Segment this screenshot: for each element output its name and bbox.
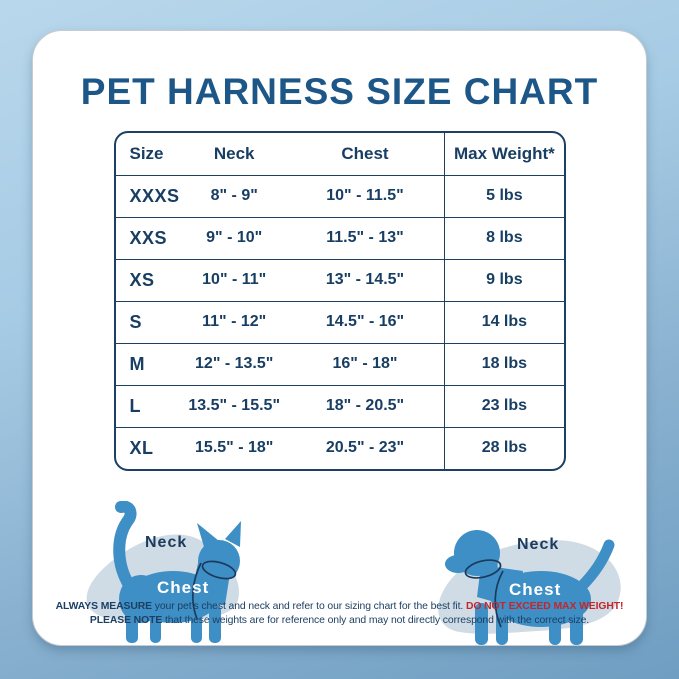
cat-silhouette: [113, 501, 241, 643]
max-weight-cell: 8 lbs: [444, 216, 564, 259]
table-row: M 12" - 13.5" 16" - 18" 18 lbs: [115, 342, 564, 385]
neck-cell: 11" - 12": [182, 300, 286, 343]
neck-cell: 9" - 10": [182, 216, 286, 259]
table-row: XL 15.5" - 18" 20.5" - 23" 28 lbs: [115, 426, 564, 469]
chest-cell: 13" - 14.5": [285, 258, 445, 301]
chest-cell: 18" - 20.5": [285, 384, 445, 427]
neck-cell: 15.5" - 18": [182, 426, 286, 469]
size-table-frame: Size Neck Chest Max Weight* XXXS 8" - 9"…: [113, 131, 566, 471]
max-weight-cell: 5 lbs: [444, 174, 564, 217]
table-row: XXXS 8" - 9" 10" - 11.5" 5 lbs: [115, 174, 564, 217]
cat-chest-label: Chest: [157, 578, 209, 597]
measurement-illustrations: Neck Chest Neck Chest: [33, 499, 646, 649]
cat-harness-lines: [191, 560, 237, 620]
max-weight-cell: 23 lbs: [444, 384, 564, 427]
chest-cell: 14.5" - 16": [285, 300, 445, 343]
neck-cell: 10" - 11": [182, 258, 286, 301]
neck-cell: 13.5" - 15.5": [182, 384, 286, 427]
footer-note: ALWAYS MEASURE your pet’s chest and neck…: [51, 600, 628, 629]
dog-measurement-illustration: Neck Chest: [438, 530, 621, 645]
footer-line-1: ALWAYS MEASURE your pet’s chest and neck…: [55, 600, 624, 612]
max-weight-cell: 18 lbs: [444, 342, 564, 385]
size-cell: L: [115, 384, 183, 427]
dog-neck-label: Neck: [517, 536, 559, 553]
size-cell: XXS: [115, 216, 183, 259]
cat-neck-label: Neck: [145, 534, 187, 551]
max-weight-warning: DO NOT EXCEED MAX WEIGHT!: [465, 600, 624, 612]
max-weight-cell: 14 lbs: [444, 300, 564, 343]
size-cell: XXXS: [115, 174, 183, 217]
size-cell: M: [115, 342, 183, 385]
size-cell: XL: [115, 426, 183, 469]
neck-cell: 12" - 13.5": [182, 342, 286, 385]
dog-harness-lines: [464, 559, 504, 628]
column-header-chest: Chest: [341, 143, 389, 163]
chest-cell: 11.5" - 13": [285, 216, 445, 259]
neck-cell: 8" - 9": [182, 174, 286, 217]
dog-chest-label: Chest: [509, 580, 561, 599]
size-chart-card: PET HARNESS SIZE CHART Size Neck Chest M…: [32, 30, 647, 646]
chest-cell: 10" - 11.5": [285, 174, 445, 217]
size-cell: XS: [115, 258, 183, 301]
always-measure-text: ALWAYS MEASURE: [55, 600, 152, 612]
table-row: S 11" - 12" 14.5" - 16" 14 lbs: [115, 300, 564, 343]
dog-silhouette: [445, 530, 615, 645]
page-title: PET HARNESS SIZE CHART: [80, 71, 599, 112]
column-header-size: Size: [129, 143, 164, 163]
table-header-row: Size Neck Chest Max Weight*: [116, 133, 564, 175]
table-row: L 13.5" - 15.5" 18" - 20.5" 23 lbs: [115, 384, 564, 427]
size-table: Size Neck Chest Max Weight* XXXS 8" - 9"…: [115, 133, 564, 469]
please-note-text: PLEASE NOTE: [89, 615, 163, 627]
column-header-max-weight: Max Weight*: [444, 133, 564, 175]
footer-line-2: PLEASE NOTE that these weights are for r…: [89, 615, 590, 627]
chest-cell: 16" - 18": [285, 342, 445, 385]
max-weight-cell: 9 lbs: [444, 258, 564, 301]
size-cell: S: [115, 300, 183, 343]
chest-cell: 20.5" - 23": [285, 426, 445, 469]
max-weight-cell: 28 lbs: [444, 426, 564, 469]
table-row: XS 10" - 11" 13" - 14.5" 9 lbs: [115, 258, 564, 301]
cat-measurement-illustration: Neck Chest: [86, 501, 241, 643]
column-header-neck: Neck: [213, 143, 255, 163]
table-row: XXS 9" - 10" 11.5" - 13" 8 lbs: [115, 216, 564, 259]
